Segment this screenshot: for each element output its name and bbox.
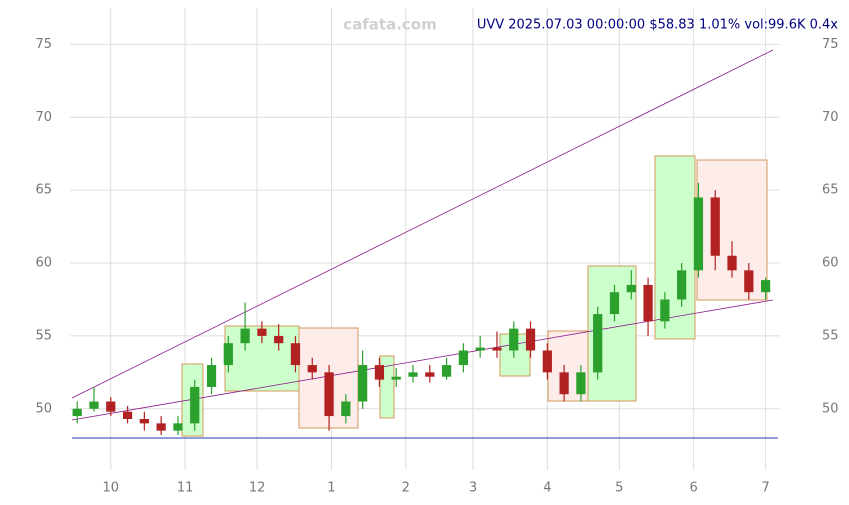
- overlay-boxes: [71, 49, 778, 439]
- candle-body: [374, 365, 385, 380]
- candle-body: [324, 372, 334, 417]
- y-tick-label-right: 60: [822, 256, 839, 271]
- candle-body: [744, 270, 754, 293]
- candle-body: [643, 284, 653, 322]
- watermark: cafata.com: [343, 16, 436, 34]
- x-tick-label: 5: [615, 481, 623, 496]
- y-tick-label-right: 70: [822, 110, 839, 125]
- x-tick-label: 7: [761, 481, 769, 496]
- candle-body: [475, 347, 485, 351]
- x-tick-label: 3: [469, 481, 477, 496]
- candle-body: [559, 372, 569, 395]
- range-box: [696, 159, 768, 301]
- candle-body: [408, 372, 418, 377]
- candle-body: [341, 401, 351, 417]
- candle-body: [391, 376, 401, 380]
- range-box: [499, 333, 531, 377]
- x-tick-label: 11: [177, 481, 194, 496]
- candle-body: [307, 365, 317, 373]
- x-tick-label: 2: [402, 481, 410, 496]
- candle-body: [358, 365, 368, 402]
- candle-body: [509, 328, 519, 351]
- x-tick-label: 1: [327, 481, 335, 496]
- candle-body: [240, 328, 250, 344]
- trend-line: [71, 49, 774, 399]
- candle-body: [458, 350, 468, 366]
- candle-body: [425, 372, 435, 377]
- candle-body: [257, 328, 267, 336]
- y-tick-label-right: 75: [822, 37, 839, 52]
- y-tick-label: 55: [35, 328, 52, 343]
- y-tick-label-right: 50: [822, 401, 839, 416]
- candle-body: [223, 343, 233, 366]
- candle-body: [89, 401, 99, 409]
- x-tick-label: 12: [249, 481, 266, 496]
- candle-body: [626, 284, 636, 293]
- candle-body: [677, 270, 687, 300]
- candle-body: [492, 347, 502, 351]
- y-tick-label: 60: [35, 256, 52, 271]
- candle-body: [173, 423, 183, 431]
- candle-body: [156, 423, 166, 431]
- candle-body: [122, 411, 133, 419]
- candle-body: [760, 280, 771, 293]
- trend-line: [71, 299, 774, 421]
- candle-body: [710, 197, 720, 256]
- x-tick-label: 4: [543, 481, 551, 496]
- y-tick-label: 65: [35, 183, 52, 198]
- x-tick-label: 10: [103, 481, 120, 496]
- candle-body: [106, 401, 116, 412]
- y-tick-label: 75: [35, 37, 52, 52]
- candle-body: [206, 365, 217, 387]
- candle-body: [190, 386, 200, 424]
- candle-body: [693, 197, 704, 271]
- x-tick-label: 6: [690, 481, 698, 496]
- chart-title: UVV 2025.07.03 00:00:00 $58.83 1.01% vol…: [477, 18, 838, 33]
- candle-body: [727, 255, 737, 271]
- candle-body: [139, 418, 149, 424]
- candle-body: [542, 350, 552, 373]
- y-tick-label-right: 65: [822, 183, 839, 198]
- y-tick-label-right: 55: [822, 328, 839, 343]
- candle-body: [441, 365, 452, 377]
- candle-body: [525, 328, 536, 351]
- candle-body: [576, 372, 586, 395]
- candle-body: [593, 314, 603, 373]
- candle-body: [660, 299, 670, 322]
- candle-body: [274, 335, 284, 344]
- y-tick-label: 50: [35, 401, 52, 416]
- candle-body: [609, 292, 620, 315]
- candle-body: [290, 343, 301, 366]
- y-tick-label: 70: [35, 110, 52, 125]
- candle-body: [72, 408, 82, 417]
